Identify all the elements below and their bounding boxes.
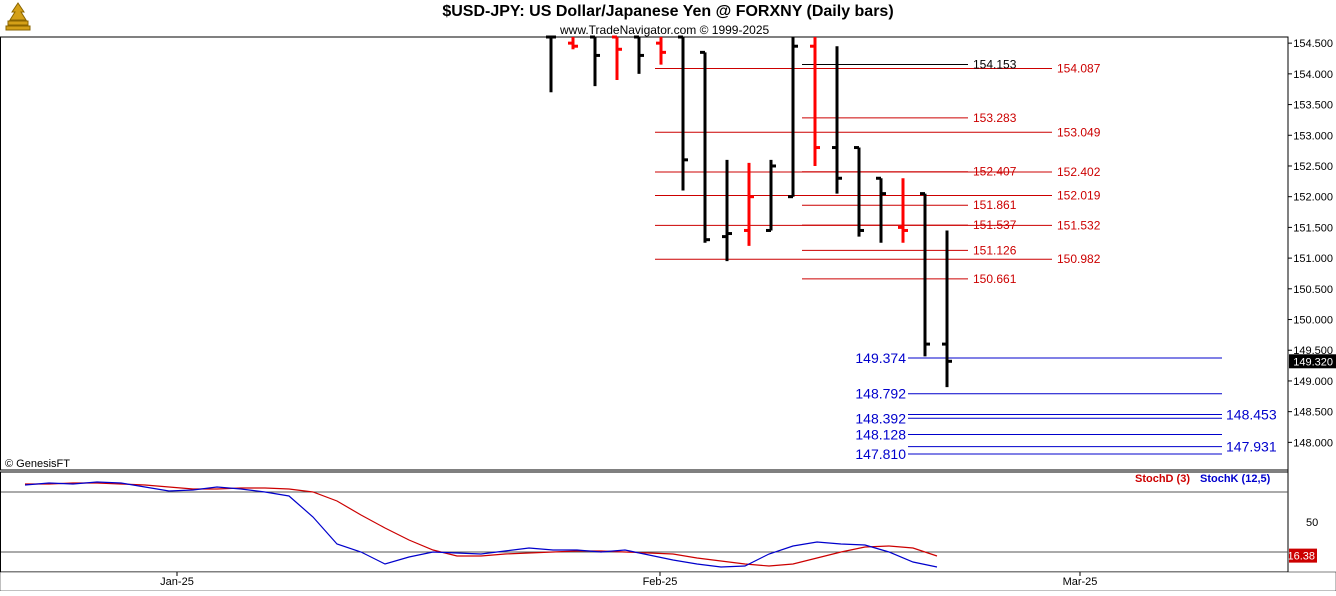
resistance-label: 152.402 <box>1057 165 1101 179</box>
support-label: 148.792 <box>855 386 906 402</box>
y-tick-label: 154.500 <box>1293 38 1333 50</box>
stoch-series-line <box>24 481 938 568</box>
y-tick-label: 151.500 <box>1293 222 1333 234</box>
stoch-legend-k: StochK (12,5) <box>1200 473 1271 485</box>
x-tick-label: Feb-25 <box>643 576 678 588</box>
support-right-label: 148.453 <box>1226 407 1277 423</box>
trade-navigator-logo-icon <box>5 2 31 31</box>
level-lines: 154.087 153.049 152.402 152.019 151.532 150.9… <box>655 57 1277 462</box>
ohlc-bar <box>612 35 622 80</box>
y-tick-label: 152.500 <box>1293 161 1333 173</box>
stoch-panel-border <box>0 471 1289 573</box>
last-price-label: 149.320 <box>1293 356 1333 368</box>
resistance-label: 150.982 <box>1057 252 1101 266</box>
inner-level-label: 154.153 <box>973 57 1017 71</box>
y-tick-label: 152.000 <box>1293 192 1333 204</box>
resistance-label: 152.019 <box>1057 189 1101 203</box>
ohlc-bar <box>700 50 710 243</box>
ohlc-bar <box>656 37 666 65</box>
ohlc-bar <box>744 162 754 246</box>
ohlc-bar <box>568 37 578 50</box>
y-tick-label: 149.500 <box>1293 345 1333 357</box>
resistance-label: 153.049 <box>1057 125 1101 139</box>
price-axis: 154.500 154.000 153.500 153.000 152.500 152.0… <box>1288 38 1336 449</box>
support-label: 148.392 <box>855 410 906 426</box>
stochastic-panel: 50 StochD (3) StochK (12,5) 16.38 <box>1 473 1318 568</box>
genesis-watermark: © GenesisFT <box>5 458 70 470</box>
support-label: 147.810 <box>855 446 906 462</box>
y-tick-label: 148.000 <box>1293 437 1333 449</box>
x-tick-label: Jan-25 <box>160 576 194 588</box>
ohlc-bar <box>876 176 886 243</box>
ohlc-bar <box>854 146 864 237</box>
resistance-label: 154.087 <box>1057 62 1101 76</box>
stoch-last-label: 16.38 <box>1287 551 1315 563</box>
y-tick-label: 149.000 <box>1293 376 1333 388</box>
ohlc-bar <box>832 46 842 194</box>
chart-title: $USD-JPY: US Dollar/Japanese Yen @ FORXN… <box>442 3 894 20</box>
stoch-series-line <box>25 482 938 567</box>
stoch-legend-d: StochD (3) <box>1135 473 1190 485</box>
ohlc-bar <box>590 35 600 87</box>
support-right-label: 147.931 <box>1226 439 1277 455</box>
y-tick-label: 148.500 <box>1293 407 1333 419</box>
y-tick-label: 153.000 <box>1293 130 1333 142</box>
resistance-label: 151.532 <box>1057 218 1101 232</box>
ohlc-bar <box>722 159 732 262</box>
stoch-last-tag <box>1289 548 1317 563</box>
inner-level-label: 153.283 <box>973 111 1017 125</box>
time-axis: Jan-25 Feb-25 Mar-25 <box>160 572 1097 588</box>
x-tick-label: Mar-25 <box>1063 576 1098 588</box>
y-tick-label: 151.000 <box>1293 253 1333 265</box>
chart-frame <box>0 36 1336 592</box>
ohlc-bar <box>942 230 952 388</box>
ohlc-bar <box>920 192 930 357</box>
ohlc-bar <box>788 37 798 199</box>
support-label: 149.374 <box>855 350 906 366</box>
price-bars <box>546 35 952 388</box>
ohlc-bar <box>766 159 776 232</box>
inner-level-label: 151.126 <box>973 243 1017 257</box>
ohlc-bar <box>678 35 688 191</box>
inner-level-label: 151.537 <box>973 218 1017 232</box>
stoch-tick-label: 50 <box>1306 517 1318 529</box>
axis-background <box>1288 37 1336 572</box>
y-tick-label: 154.000 <box>1293 69 1333 81</box>
inner-level-label: 151.861 <box>973 198 1017 212</box>
inner-level-label: 152.407 <box>973 165 1017 179</box>
ohlc-bar <box>634 35 644 74</box>
ohlc-bar <box>546 35 556 93</box>
y-tick-label: 150.000 <box>1293 315 1333 327</box>
y-tick-label: 150.500 <box>1293 284 1333 296</box>
ohlc-bar <box>810 37 820 166</box>
support-label: 148.128 <box>855 427 906 443</box>
ohlc-bar <box>898 178 908 243</box>
copyright-url: www.TradeNavigator.com © 1999-2025 <box>560 23 770 37</box>
y-tick-label: 153.500 <box>1293 100 1333 112</box>
last-price-tag <box>1289 354 1336 369</box>
inner-level-label: 150.661 <box>973 272 1017 286</box>
